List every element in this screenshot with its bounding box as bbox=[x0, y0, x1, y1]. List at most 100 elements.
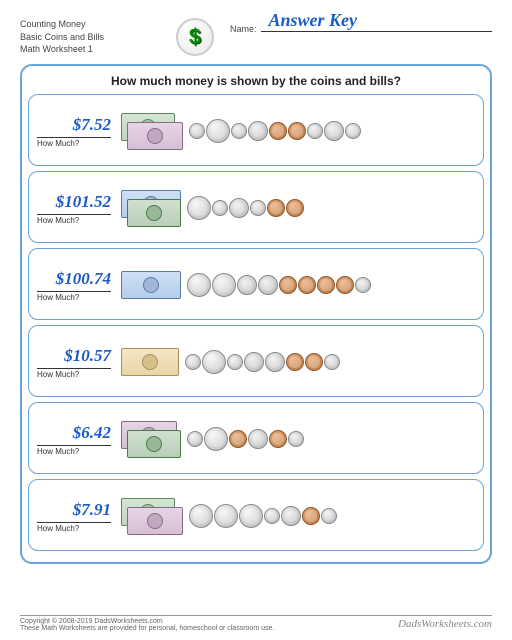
dime-coin-icon bbox=[345, 123, 361, 139]
header-titles: Counting Money Basic Coins and Bills Mat… bbox=[20, 18, 160, 56]
bill-1-icon bbox=[127, 430, 181, 458]
money-display bbox=[121, 421, 475, 458]
quarter-coin-icon bbox=[187, 196, 211, 220]
bill-5-icon bbox=[127, 507, 183, 535]
how-much-label: How Much? bbox=[37, 139, 111, 148]
copyright-text: Copyright © 2008-2019 DadsWorksheets.com bbox=[20, 618, 274, 625]
problem-row: $10.57How Much? bbox=[28, 325, 484, 397]
bill-1-icon bbox=[127, 199, 181, 227]
quarter-coin-icon bbox=[212, 273, 236, 297]
how-much-label: How Much? bbox=[37, 447, 111, 456]
answer-column: $101.52How Much? bbox=[37, 192, 111, 225]
dime-coin-icon bbox=[264, 508, 280, 524]
nickel-coin-icon bbox=[244, 352, 264, 372]
answer-key-text: Answer Key bbox=[269, 10, 358, 31]
worksheet-header: Counting Money Basic Coins and Bills Mat… bbox=[20, 18, 492, 56]
nickel-coin-icon bbox=[248, 429, 268, 449]
penny-coin-icon bbox=[286, 353, 304, 371]
problem-row: $101.52How Much? bbox=[28, 171, 484, 243]
answer-amount: $101.52 bbox=[37, 192, 111, 215]
penny-coin-icon bbox=[286, 199, 304, 217]
bills-stack bbox=[121, 190, 183, 227]
dollar-logo-icon: $ bbox=[176, 18, 214, 56]
bills-stack bbox=[121, 421, 183, 458]
money-display bbox=[121, 113, 475, 150]
name-field-wrap: Name: Answer Key bbox=[230, 18, 492, 34]
dime-coin-icon bbox=[307, 123, 323, 139]
answer-amount: $7.91 bbox=[37, 500, 111, 523]
footer-brand: DadsWorksheets.com bbox=[398, 618, 492, 632]
bill-10-icon bbox=[121, 348, 179, 376]
answer-amount: $100.74 bbox=[37, 269, 111, 292]
answer-amount: $6.42 bbox=[37, 423, 111, 446]
nickel-coin-icon bbox=[265, 352, 285, 372]
bills-stack bbox=[121, 498, 185, 535]
quarter-coin-icon bbox=[239, 504, 263, 528]
footer-left: Copyright © 2008-2019 DadsWorksheets.com… bbox=[20, 618, 274, 632]
title-line-2: Basic Coins and Bills bbox=[20, 31, 160, 44]
answer-amount: $10.57 bbox=[37, 346, 111, 369]
problem-row: $7.91How Much? bbox=[28, 479, 484, 551]
how-much-label: How Much? bbox=[37, 216, 111, 225]
answer-column: $100.74How Much? bbox=[37, 269, 111, 302]
dime-coin-icon bbox=[231, 123, 247, 139]
logo-wrap: $ bbox=[170, 18, 220, 56]
dime-coin-icon bbox=[212, 200, 228, 216]
dime-coin-icon bbox=[227, 354, 243, 370]
penny-coin-icon bbox=[302, 507, 320, 525]
nickel-coin-icon bbox=[258, 275, 278, 295]
bill-100-icon bbox=[121, 271, 181, 299]
name-line: Answer Key bbox=[261, 31, 492, 32]
dime-coin-icon bbox=[355, 277, 371, 293]
problem-row: $7.52How Much? bbox=[28, 94, 484, 166]
quarter-coin-icon bbox=[214, 504, 238, 528]
answer-column: $6.42How Much? bbox=[37, 423, 111, 456]
answer-column: $10.57How Much? bbox=[37, 346, 111, 379]
penny-coin-icon bbox=[288, 122, 306, 140]
bills-stack bbox=[121, 113, 185, 150]
how-much-label: How Much? bbox=[37, 293, 111, 302]
penny-coin-icon bbox=[305, 353, 323, 371]
dime-coin-icon bbox=[187, 431, 203, 447]
money-display bbox=[121, 498, 475, 535]
nickel-coin-icon bbox=[229, 198, 249, 218]
nickel-coin-icon bbox=[281, 506, 301, 526]
bills-stack bbox=[121, 348, 181, 376]
quarter-coin-icon bbox=[187, 273, 211, 297]
dime-coin-icon bbox=[324, 354, 340, 370]
money-display bbox=[121, 190, 475, 227]
dime-coin-icon bbox=[288, 431, 304, 447]
quarter-coin-icon bbox=[189, 504, 213, 528]
dime-coin-icon bbox=[250, 200, 266, 216]
problem-row: $6.42How Much? bbox=[28, 402, 484, 474]
nickel-coin-icon bbox=[237, 275, 257, 295]
title-line-1: Counting Money bbox=[20, 18, 160, 31]
page-footer: Copyright © 2008-2019 DadsWorksheets.com… bbox=[20, 615, 492, 632]
name-label: Name: bbox=[230, 24, 257, 34]
penny-coin-icon bbox=[279, 276, 297, 294]
quarter-coin-icon bbox=[202, 350, 226, 374]
penny-coin-icon bbox=[336, 276, 354, 294]
answer-amount: $7.52 bbox=[37, 115, 111, 138]
nickel-coin-icon bbox=[324, 121, 344, 141]
footer-note: These Math Worksheets are provided for p… bbox=[20, 625, 274, 632]
nickel-coin-icon bbox=[248, 121, 268, 141]
title-line-3: Math Worksheet 1 bbox=[20, 43, 160, 56]
rows-container: $7.52How Much?$101.52How Much?$100.74How… bbox=[28, 94, 484, 551]
answer-column: $7.52How Much? bbox=[37, 115, 111, 148]
bills-stack bbox=[121, 271, 183, 299]
money-display bbox=[121, 271, 475, 299]
how-much-label: How Much? bbox=[37, 524, 111, 533]
penny-coin-icon bbox=[317, 276, 335, 294]
bill-5-icon bbox=[127, 122, 183, 150]
quarter-coin-icon bbox=[206, 119, 230, 143]
dime-coin-icon bbox=[189, 123, 205, 139]
money-display bbox=[121, 348, 475, 376]
question-text: How much money is shown by the coins and… bbox=[28, 74, 484, 88]
penny-coin-icon bbox=[269, 430, 287, 448]
problem-row: $100.74How Much? bbox=[28, 248, 484, 320]
how-much-label: How Much? bbox=[37, 370, 111, 379]
quarter-coin-icon bbox=[204, 427, 228, 451]
penny-coin-icon bbox=[298, 276, 316, 294]
penny-coin-icon bbox=[269, 122, 287, 140]
